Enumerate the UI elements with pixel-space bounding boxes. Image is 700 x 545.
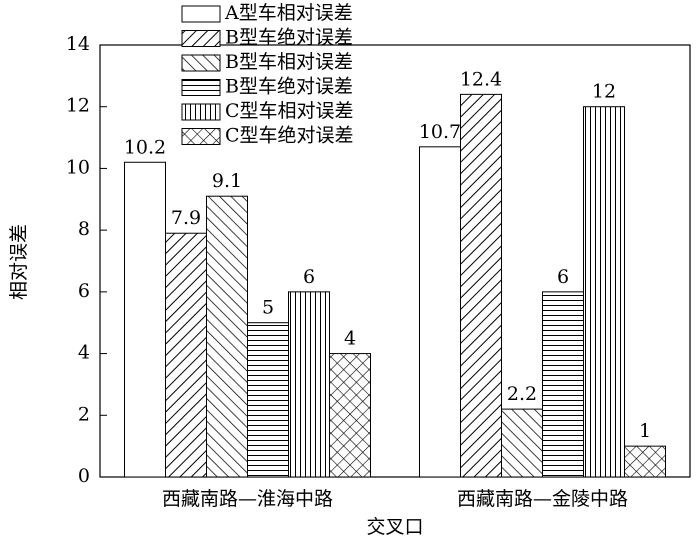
value-label: 10.2 xyxy=(124,136,166,158)
bar xyxy=(624,445,666,478)
value-label: 6 xyxy=(557,266,569,288)
bar xyxy=(124,161,166,478)
y-tick-label: 14 xyxy=(66,33,90,55)
value-label: 10.7 xyxy=(419,121,461,143)
value-label: 12.4 xyxy=(460,68,502,90)
bar xyxy=(542,291,584,478)
y-tick-label: 8 xyxy=(78,218,90,240)
y-axis-label: 相对误差 xyxy=(8,224,30,300)
bar xyxy=(419,146,461,478)
y-tick-label: 4 xyxy=(78,342,90,364)
plot-frame xyxy=(99,44,691,478)
bar xyxy=(501,408,543,478)
legend-swatch xyxy=(181,103,221,121)
y-tick-label: 2 xyxy=(78,403,90,425)
value-label: 9.1 xyxy=(212,170,242,192)
value-label: 4 xyxy=(344,328,356,350)
bar xyxy=(165,232,207,478)
legend-label: B型车绝对误差 xyxy=(225,76,353,98)
legend-swatch xyxy=(181,30,221,47)
value-label: 6 xyxy=(303,266,315,288)
legend-swatch xyxy=(181,79,221,96)
bar xyxy=(583,106,625,478)
x-axis-label: 交叉口 xyxy=(366,516,423,538)
legend-swatch xyxy=(181,54,221,72)
value-label: 12 xyxy=(592,81,616,103)
value-label: 1 xyxy=(639,420,651,442)
legend-swatch xyxy=(181,128,221,145)
y-tick-label: 10 xyxy=(66,156,90,178)
legend-label: A型车相对误差 xyxy=(224,2,353,24)
legend-swatch xyxy=(181,5,221,23)
bar xyxy=(247,322,289,478)
legend-label: B型车相对误差 xyxy=(225,51,353,73)
y-tick-label: 12 xyxy=(66,95,90,117)
value-label: 7.9 xyxy=(171,207,201,229)
y-tick-label: 0 xyxy=(78,465,90,487)
legend-label: B型车绝对误差 xyxy=(225,27,353,49)
bar xyxy=(288,291,330,478)
value-label: 5 xyxy=(262,297,274,319)
bar xyxy=(329,353,371,478)
bar xyxy=(460,93,502,478)
bar xyxy=(206,195,248,478)
x-tick-label: 西藏南路—金陵中路 xyxy=(457,488,628,510)
y-tick-label: 6 xyxy=(78,280,90,302)
legend-label: C型车绝对误差 xyxy=(225,125,354,147)
x-tick-label: 西藏南路—淮海中路 xyxy=(162,488,333,510)
value-label: 2.2 xyxy=(507,383,537,405)
legend-label: C型车相对误差 xyxy=(225,100,354,122)
